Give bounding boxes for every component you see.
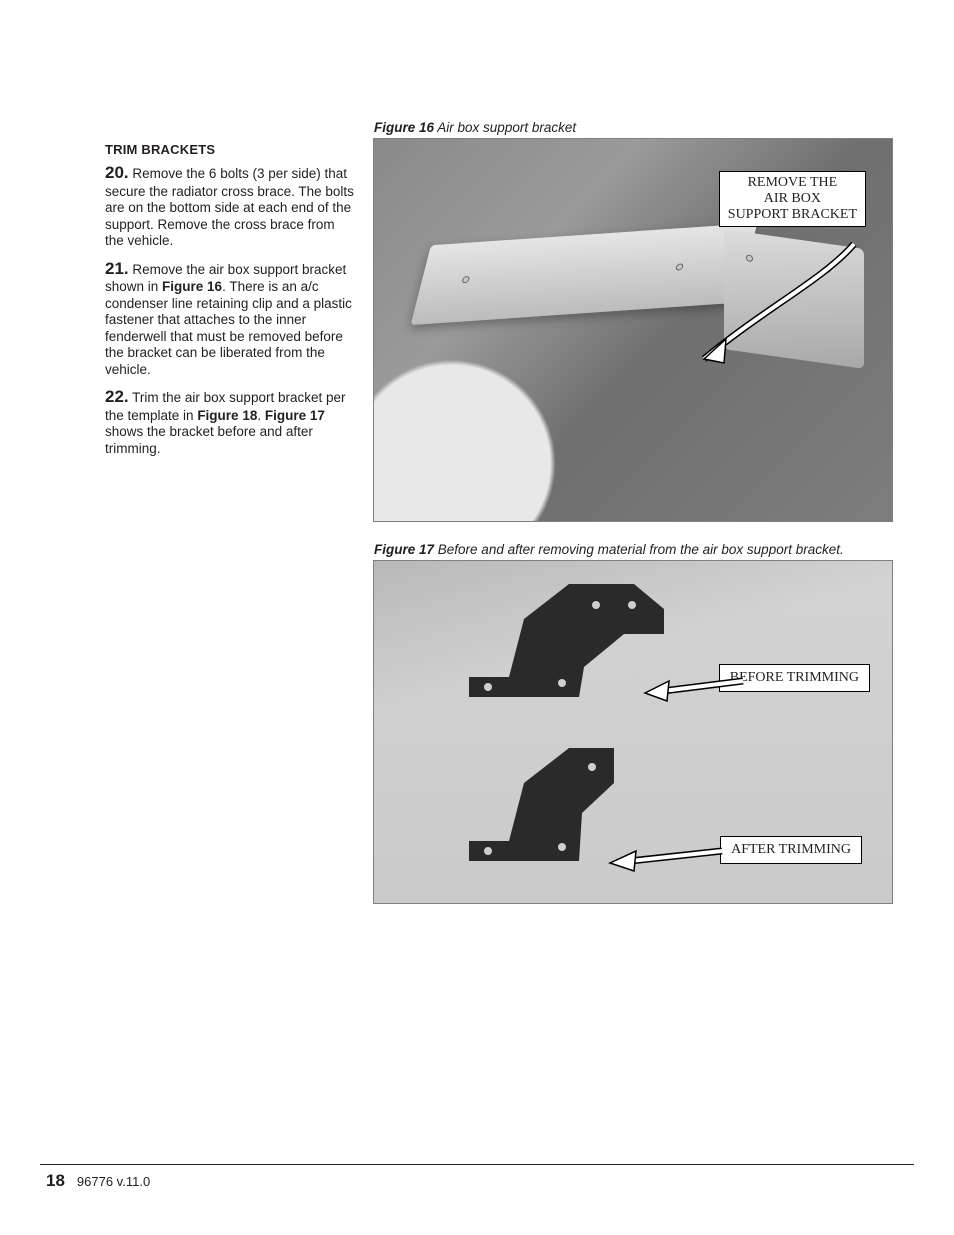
before-trimming-callout: BEFORE TRIMMING [719, 664, 870, 692]
figure-reference: Figure 17 [265, 408, 325, 423]
figure-17-image: BEFORE TRIMMING AFTER TRIMMING [373, 560, 893, 904]
callout-text: AFTER TRIMMING [731, 842, 851, 857]
callout-text: BEFORE TRIMMING [730, 670, 859, 685]
page-footer: 18 96776 v.11.0 [40, 1164, 914, 1191]
bolt-icon [824, 265, 831, 273]
step-number: 20. [105, 163, 129, 182]
document-reference: 96776 v.11.0 [77, 1174, 150, 1189]
step-text: Remove the 6 bolts (3 per side) that sec… [105, 166, 354, 248]
figure-16-image: REMOVE THE AIR BOX SUPPORT BRACKET [373, 138, 893, 522]
callout-line: REMOVE THE [748, 175, 838, 190]
figure-17-block: Figure 17 Before and after removing mate… [373, 542, 895, 904]
bracket-before-shape [464, 579, 694, 719]
bracket-plate-shape [724, 229, 864, 369]
figure-16-caption: Figure 16 Air box support bracket [373, 120, 895, 135]
step-text: shows the bracket before and after trimm… [105, 424, 313, 455]
figure-caption-text: Before and after removing material from … [434, 542, 844, 557]
step-number: 22. [105, 387, 129, 406]
step-text: . [257, 408, 265, 423]
figure-reference: Figure 16 [162, 279, 222, 294]
step-22: 22. Trim the air box support bracket per… [105, 387, 355, 457]
footer-text: 18 96776 v.11.0 [40, 1171, 914, 1191]
bracket-after-shape [464, 743, 694, 883]
page-number: 18 [46, 1171, 65, 1191]
after-trimming-callout: AFTER TRIMMING [720, 836, 862, 864]
footer-rule [40, 1164, 914, 1165]
instruction-column: TRIM BRACKETS 20. Remove the 6 bolts (3 … [105, 120, 355, 904]
bolt-icon [675, 263, 684, 270]
callout-line: SUPPORT BRACKET [728, 207, 857, 222]
step-20: 20. Remove the 6 bolts (3 per side) that… [105, 163, 355, 250]
step-number: 21. [105, 259, 129, 278]
figure-label: Figure 17 [374, 542, 434, 557]
bolt-icon [461, 276, 470, 283]
figure-reference: Figure 18 [197, 408, 257, 423]
two-column-layout: TRIM BRACKETS 20. Remove the 6 bolts (3 … [105, 120, 895, 904]
section-heading: TRIM BRACKETS [105, 142, 355, 157]
figure-16-callout: REMOVE THE AIR BOX SUPPORT BRACKET [719, 171, 866, 227]
figure-label: Figure 16 [374, 120, 434, 135]
figure-column: Figure 16 Air box support bracket REMOVE… [373, 120, 895, 904]
callout-line: AIR BOX [764, 191, 821, 206]
figure-caption-text: Air box support bracket [434, 120, 576, 135]
figure-17-caption: Figure 17 Before and after removing mate… [373, 542, 895, 557]
page-content: TRIM BRACKETS 20. Remove the 6 bolts (3 … [105, 120, 895, 904]
step-21: 21. Remove the air box support bracket s… [105, 259, 355, 379]
bolt-icon [746, 254, 753, 262]
